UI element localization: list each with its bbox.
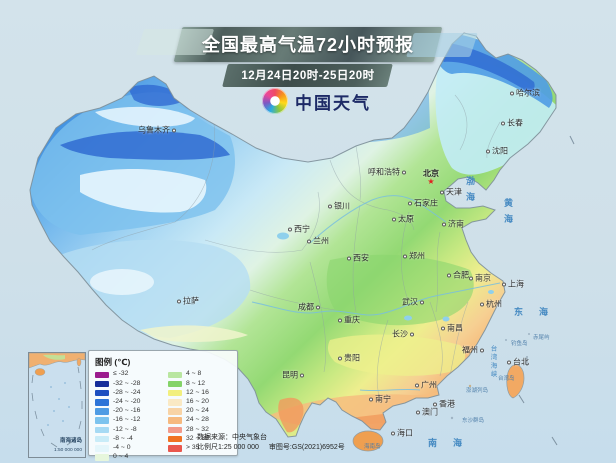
legend-range: 32 ~ 35	[186, 434, 209, 442]
legend-box: 图例 (℃) ≤ -32 -32 ~ -28 -28 ~ -24 -24 ~ -20 -…	[88, 350, 238, 461]
penghu-islet	[468, 384, 472, 388]
inset-label: 南海诸岛	[59, 438, 82, 444]
legend-row: -12 ~ -8	[95, 426, 158, 434]
legend-row: 0 ~ 4	[95, 453, 158, 462]
legend-range: -28 ~ -24	[113, 388, 141, 396]
inset-taiwan	[76, 357, 82, 367]
legend-range: 24 ~ 28	[186, 416, 209, 424]
logo-brand-text: 中国天气	[295, 93, 371, 113]
hainan-island	[352, 430, 384, 452]
legend-range: -20 ~ -16	[113, 407, 141, 415]
legend-range: 20 ~ 24	[186, 407, 209, 415]
legend-swatch	[168, 389, 182, 397]
legend-range: -32 ~ -28	[113, 379, 141, 387]
legend-range: 4 ~ 8	[186, 370, 202, 378]
map-footer: 数据来源：中央气象台 比例尺1:25 000 000 审图号:GS(2021)69…	[197, 433, 345, 452]
legend-row: 8 ~ 12	[168, 380, 231, 388]
legend-swatch	[95, 399, 109, 406]
legend-swatch	[95, 445, 109, 452]
south-china-sea-inset: 南海诸岛 1:50 000 000	[28, 352, 86, 458]
legend-row: 28 ~ 32	[168, 426, 231, 434]
legend-swatch	[168, 417, 182, 424]
legend-range: ≤ -32	[113, 370, 129, 378]
legend-range: -24 ~ -20	[113, 397, 141, 405]
header-banner: 全国最高气温72小时预报 12月24日20时-25日20时	[135, 27, 478, 87]
approval-number: 审图号:GS(2021)6952号	[268, 443, 345, 451]
legend-swatch	[168, 445, 182, 452]
inset-scale: 1:50 000 000	[53, 448, 82, 453]
legend-swatch	[95, 426, 109, 434]
legend-range: 16 ~ 20	[186, 397, 209, 405]
legend-swatch	[95, 371, 109, 379]
legend-swatch	[168, 399, 182, 406]
legend-row: -16 ~ -12	[95, 417, 158, 425]
legend-range: 0 ~ 4	[113, 453, 129, 461]
legend-row: -28 ~ -24	[95, 389, 158, 397]
inset-coastline	[29, 353, 85, 369]
legend-row: 12 ~ 16	[168, 389, 231, 397]
legend-swatch	[168, 408, 182, 415]
legend-range: 12 ~ 16	[186, 388, 209, 396]
diaoyu-islet	[505, 339, 507, 341]
legend-row: -8 ~ -4	[95, 435, 158, 443]
legend-swatch	[95, 380, 109, 388]
taiwan-island	[506, 364, 525, 399]
legend-swatch	[168, 371, 182, 379]
sea-boundary-dashes	[518, 135, 575, 446]
legend-swatch	[95, 408, 109, 415]
data-source: 数据来源：中央气象台	[197, 434, 267, 441]
legend-row: -24 ~ -20	[95, 397, 158, 407]
legend-row: -4 ~ 0	[95, 443, 158, 453]
legend-row: > 35	[168, 443, 231, 453]
legend-range: -12 ~ -8	[113, 425, 137, 433]
legend-range: -8 ~ -4	[113, 434, 133, 442]
forecast-title: 全国最高气温72小时预报	[178, 27, 438, 62]
legend-range: 28 ~ 32	[186, 425, 209, 433]
legend-col-left: ≤ -32 -32 ~ -28 -28 ~ -24 -24 ~ -20 -20 ~ -1…	[95, 371, 158, 461]
inset-hainan	[34, 368, 46, 376]
legend-row: -32 ~ -28	[95, 380, 158, 388]
legend-row: 32 ~ 35	[168, 435, 231, 443]
legend-range: -16 ~ -12	[113, 416, 141, 424]
legend-row: -20 ~ -16	[95, 407, 158, 416]
inset-map	[29, 353, 85, 448]
legend-range: -4 ~ 0	[113, 443, 131, 451]
inset-dash-line	[31, 366, 83, 448]
legend-range: 8 ~ 12	[186, 379, 206, 387]
pinwheel-icon	[262, 88, 288, 114]
legend-swatch	[168, 435, 182, 443]
legend-swatch	[168, 426, 182, 434]
forecast-period: 12月24日20时-25日20时	[225, 64, 390, 87]
chiwei-islet	[528, 333, 530, 335]
dongsha-islet	[450, 416, 454, 420]
legend-swatch	[95, 454, 109, 461]
legend-swatch	[95, 389, 109, 397]
legend-swatch	[168, 380, 182, 388]
map-scale: 比例尺1:25 000 000	[197, 443, 259, 451]
legend-row: 24 ~ 28	[168, 417, 231, 425]
legend-row: 16 ~ 20	[168, 397, 231, 407]
legend-row: 20 ~ 24	[168, 407, 231, 416]
rivers	[251, 195, 501, 392]
china-weather-logo: 中国天气	[262, 88, 371, 114]
legend-row: ≤ -32	[95, 371, 158, 379]
legend-title: 图例 (℃)	[95, 357, 131, 367]
legend-swatch	[95, 417, 109, 424]
inset-green-band	[43, 354, 65, 360]
legend-range: > 35	[186, 443, 200, 451]
legend-swatch	[95, 435, 109, 443]
inset-islets	[47, 382, 70, 426]
legend-row: 4 ~ 8	[168, 371, 231, 379]
